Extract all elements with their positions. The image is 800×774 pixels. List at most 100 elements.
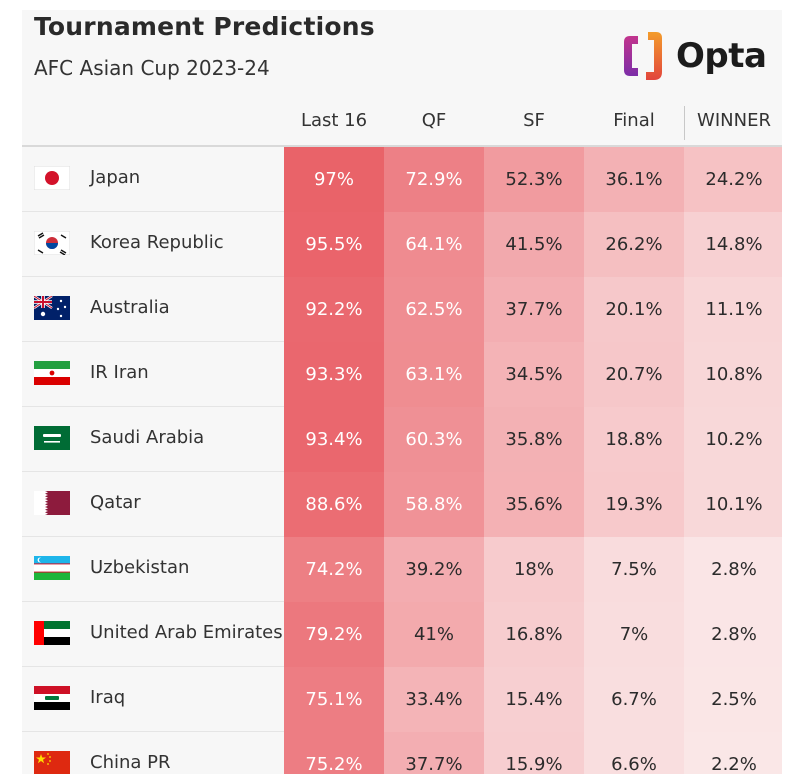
iran-flag-icon — [34, 361, 70, 385]
table-row: Qatar 88.6% 58.8% 35.6% 19.3% 10.1% — [22, 472, 782, 537]
opta-brand-text: Opta — [676, 36, 767, 76]
probability-cell: 92.2% — [284, 277, 384, 342]
table-row: Saudi Arabia 93.4% 60.3% 35.8% 18.8% 10.2% — [22, 407, 782, 472]
probability-cell: 63.1% — [384, 342, 484, 407]
row-divider — [22, 341, 284, 342]
row-divider — [22, 666, 284, 667]
probability-cell: 62.5% — [384, 277, 484, 342]
probability-cell: 88.6% — [284, 472, 384, 537]
probability-cell: 41.5% — [484, 212, 584, 277]
qatar-flag-icon — [34, 491, 70, 515]
probability-cell: 15.9% — [484, 732, 584, 774]
row-divider — [22, 731, 284, 732]
probability-cell: 93.3% — [284, 342, 384, 407]
probability-cell: 35.8% — [484, 407, 584, 472]
probability-cell: 18.8% — [584, 407, 684, 472]
probability-cell: 20.7% — [584, 342, 684, 407]
team-name: Uzbekistan — [90, 557, 190, 578]
probability-cell: 35.6% — [484, 472, 584, 537]
china-flag-icon — [34, 751, 70, 774]
column-header: QF — [421, 110, 447, 131]
probability-cell: 20.1% — [584, 277, 684, 342]
team-name: Iraq — [90, 687, 126, 708]
probability-cell: 6.6% — [584, 732, 684, 774]
probability-cell: 36.1% — [584, 147, 684, 212]
opta-logo: Opta — [620, 28, 767, 84]
probability-cell: 37.7% — [484, 277, 584, 342]
probability-cell: 79.2% — [284, 602, 384, 667]
predictions-card: Tournament Predictions AFC Asian Cup 202… — [22, 10, 782, 774]
table-row: Uzbekistan 74.2% 39.2% 18% 7.5% 2.8% — [22, 537, 782, 602]
probability-cell: 10.1% — [684, 472, 782, 537]
winner-column-divider — [684, 106, 685, 140]
probability-cell: 93.4% — [284, 407, 384, 472]
team-name: Qatar — [90, 492, 141, 513]
probability-cell: 72.9% — [384, 147, 484, 212]
opta-logo-icon — [624, 32, 662, 80]
probability-cell: 74.2% — [284, 537, 384, 602]
probability-cell: 95.5% — [284, 212, 384, 277]
column-header: WINNER — [697, 110, 771, 131]
column-header: Final — [613, 110, 655, 131]
row-divider — [22, 471, 284, 472]
row-divider — [22, 211, 284, 212]
probability-cell: 7.5% — [584, 537, 684, 602]
table-row: Iraq 75.1% 33.4% 15.4% 6.7% 2.5% — [22, 667, 782, 732]
probability-cell: 26.2% — [584, 212, 684, 277]
probability-cell: 10.8% — [684, 342, 782, 407]
probability-cell: 39.2% — [384, 537, 484, 602]
probability-cell: 58.8% — [384, 472, 484, 537]
probability-cell: 14.8% — [684, 212, 782, 277]
probability-cell: 37.7% — [384, 732, 484, 774]
team-name: Saudi Arabia — [90, 427, 205, 448]
team-name: IR Iran — [90, 362, 149, 383]
probability-cell: 19.3% — [584, 472, 684, 537]
probability-cell: 11.1% — [684, 277, 782, 342]
probability-cell: 41% — [384, 602, 484, 667]
probability-cell: 34.5% — [484, 342, 584, 407]
probability-cell: 2.8% — [684, 537, 782, 602]
probability-cell: 6.7% — [584, 667, 684, 732]
probability-cell: 64.1% — [384, 212, 484, 277]
saudi-arabia-flag-icon — [34, 426, 70, 450]
iraq-flag-icon — [34, 686, 70, 710]
table-row: China PR 75.2% 37.7% 15.9% 6.6% 2.2% — [22, 732, 782, 774]
team-name: United Arab Emirates — [90, 622, 283, 643]
row-divider — [22, 276, 284, 277]
probability-cell: 97% — [284, 147, 384, 212]
table-row: IR Iran 93.3% 63.1% 34.5% 20.7% 10.8% — [22, 342, 782, 407]
probability-cell: 60.3% — [384, 407, 484, 472]
chart-title: Tournament Predictions — [34, 12, 375, 41]
chart-subtitle: AFC Asian Cup 2023-24 — [34, 56, 270, 80]
korea-flag-icon — [34, 231, 70, 255]
probability-cell: 16.8% — [484, 602, 584, 667]
table-row: Korea Republic 95.5% 64.1% 41.5% 26.2% 14.8% — [22, 212, 782, 277]
team-name: Japan — [90, 167, 141, 188]
probability-cell: 75.1% — [284, 667, 384, 732]
probability-cell: 2.8% — [684, 602, 782, 667]
table-row: United Arab Emirates 79.2% 41% 16.8% 7% 2.8% — [22, 602, 782, 667]
team-name: China PR — [90, 752, 171, 773]
team-name: Australia — [90, 297, 170, 318]
uzbekistan-flag-icon — [34, 556, 70, 580]
uae-flag-icon — [34, 621, 70, 645]
row-divider — [22, 601, 284, 602]
probability-cell: 7% — [584, 602, 684, 667]
probability-cell: 18% — [484, 537, 584, 602]
row-divider — [22, 536, 284, 537]
team-name: Korea Republic — [90, 232, 224, 253]
header-rule — [22, 145, 782, 147]
probability-cell: 24.2% — [684, 147, 782, 212]
probability-cell: 2.2% — [684, 732, 782, 774]
australia-flag-icon — [34, 296, 70, 320]
table-row: Australia 92.2% 62.5% 37.7% 20.1% 11.1% — [22, 277, 782, 342]
probability-cell: 10.2% — [684, 407, 782, 472]
probability-cell: 75.2% — [284, 732, 384, 774]
probability-cell: 33.4% — [384, 667, 484, 732]
table-row: Japan 97% 72.9% 52.3% 36.1% 24.2% — [22, 147, 782, 212]
probability-cell: 52.3% — [484, 147, 584, 212]
probability-cell: 15.4% — [484, 667, 584, 732]
column-header: Last 16 — [300, 110, 368, 131]
probability-cell: 2.5% — [684, 667, 782, 732]
row-divider — [22, 406, 284, 407]
